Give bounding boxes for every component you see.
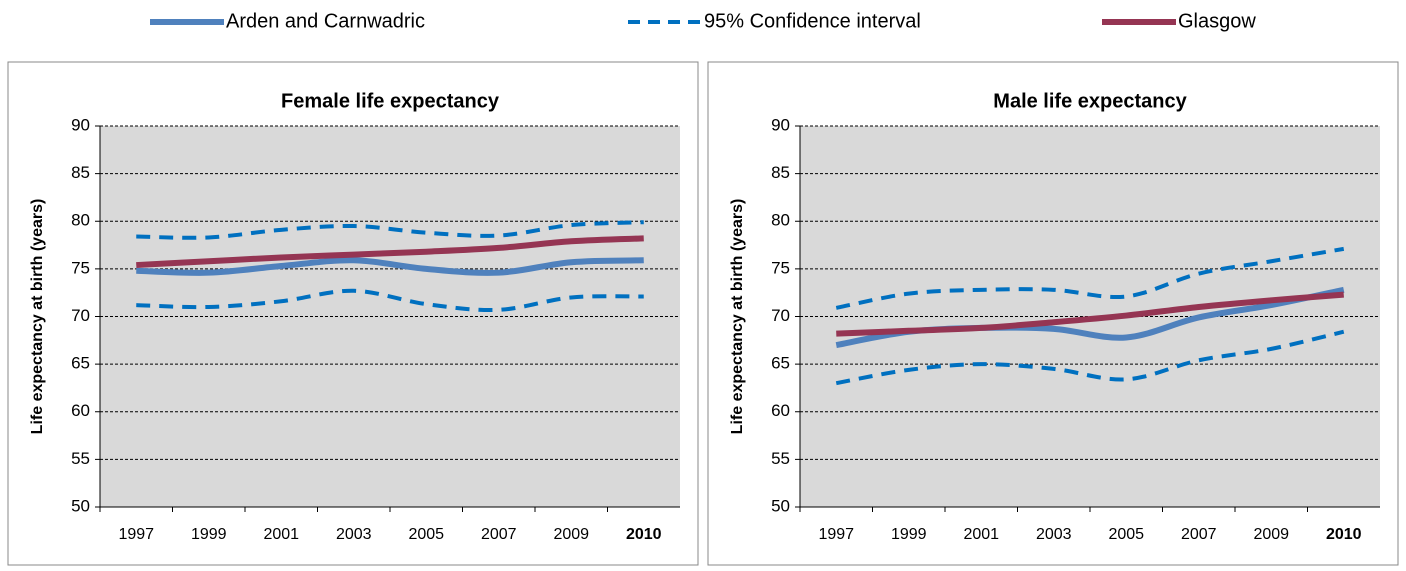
legend-label: 95% Confidence interval — [704, 10, 921, 32]
x-tick-label: 2003 — [336, 526, 372, 543]
series-line — [136, 220, 644, 240]
y-tick-label: 65 — [71, 354, 90, 373]
x-tick-label: 2003 — [1036, 526, 1072, 543]
chart-title: Male life expectancy — [993, 90, 1187, 112]
x-tick-label: 2009 — [1253, 526, 1289, 543]
x-tick-label: 2009 — [553, 526, 589, 543]
y-tick-label: 85 — [71, 163, 90, 182]
y-tick-label: 50 — [771, 496, 790, 515]
y-tick-label: 65 — [771, 354, 790, 373]
y-tick-label: 80 — [771, 211, 790, 230]
y-tick-label: 55 — [771, 449, 790, 468]
x-tick-label: 2001 — [963, 526, 999, 543]
x-tick-label: 2001 — [263, 526, 299, 543]
series-line — [836, 291, 1344, 337]
y-tick-label: 90 — [771, 115, 790, 134]
y-tick-label: 55 — [71, 449, 90, 468]
x-tick-label: 2010 — [626, 526, 662, 543]
x-tick-label: 2005 — [408, 526, 444, 543]
y-tick-label: 75 — [771, 258, 790, 277]
y-axis-title: Life expectancy at birth (years) — [729, 199, 746, 435]
series-line — [835, 329, 1345, 386]
y-tick-label: 60 — [771, 401, 790, 420]
x-tick-label: 1999 — [891, 526, 927, 543]
y-tick-label: 85 — [771, 163, 790, 182]
y-tick-label: 50 — [71, 496, 90, 515]
legend-label: Arden and Carnwadric — [226, 10, 425, 32]
series-line — [136, 257, 644, 276]
chart-title: Female life expectancy — [281, 90, 500, 112]
y-tick-label: 70 — [771, 306, 790, 325]
y-tick-label: 60 — [71, 401, 90, 420]
x-tick-label: 1997 — [818, 526, 854, 543]
series-line — [835, 246, 1345, 310]
y-tick-label: 80 — [71, 211, 90, 230]
y-tick-label: 90 — [71, 115, 90, 134]
x-tick-label: 1997 — [118, 526, 154, 543]
x-tick-label: 2005 — [1108, 526, 1144, 543]
y-tick-label: 70 — [71, 306, 90, 325]
y-axis-title: Life expectancy at birth (years) — [29, 199, 46, 435]
x-tick-label: 2007 — [1181, 526, 1217, 543]
x-tick-label: 1999 — [191, 526, 227, 543]
y-tick-label: 75 — [71, 258, 90, 277]
x-tick-label: 2010 — [1326, 526, 1362, 543]
x-tick-label: 2007 — [481, 526, 517, 543]
series-line — [136, 235, 644, 269]
series-line — [136, 288, 644, 313]
legend-label: Glasgow — [1178, 10, 1256, 32]
